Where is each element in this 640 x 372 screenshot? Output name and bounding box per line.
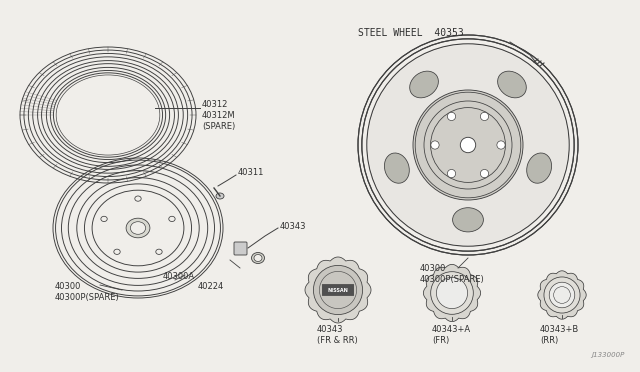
Ellipse shape — [252, 253, 264, 263]
Text: 40343: 40343 — [280, 222, 307, 231]
Text: 40300
40300P(SPARE): 40300 40300P(SPARE) — [55, 282, 120, 302]
Text: 40343
(FR & RR): 40343 (FR & RR) — [317, 325, 358, 345]
Ellipse shape — [452, 208, 483, 232]
Ellipse shape — [254, 254, 262, 262]
Text: 40312
40312M
(SPARE): 40312 40312M (SPARE) — [202, 100, 236, 131]
Ellipse shape — [549, 282, 575, 308]
Ellipse shape — [447, 170, 456, 178]
Text: J133000P: J133000P — [591, 352, 625, 358]
Ellipse shape — [527, 153, 552, 183]
Ellipse shape — [436, 278, 468, 309]
Ellipse shape — [101, 216, 108, 222]
Ellipse shape — [131, 222, 146, 234]
Ellipse shape — [314, 265, 363, 315]
Polygon shape — [538, 271, 586, 319]
Ellipse shape — [431, 272, 474, 314]
Ellipse shape — [460, 137, 476, 153]
Ellipse shape — [135, 196, 141, 201]
Ellipse shape — [481, 112, 488, 121]
Ellipse shape — [385, 153, 410, 183]
Text: 40300A: 40300A — [163, 272, 195, 281]
Ellipse shape — [56, 75, 160, 155]
Ellipse shape — [368, 45, 568, 245]
Polygon shape — [424, 264, 481, 322]
Text: 40311: 40311 — [238, 168, 264, 177]
Text: NISSAN: NISSAN — [328, 288, 348, 292]
Text: 40343+B
(RR): 40343+B (RR) — [540, 325, 579, 345]
Ellipse shape — [126, 218, 150, 238]
Text: STEEL WHEEL  40353: STEEL WHEEL 40353 — [358, 28, 464, 38]
Ellipse shape — [410, 71, 438, 98]
Ellipse shape — [498, 71, 526, 98]
Text: 40300
40300P(SPARE): 40300 40300P(SPARE) — [420, 264, 484, 284]
Ellipse shape — [114, 249, 120, 254]
Text: 40224: 40224 — [198, 282, 224, 291]
Ellipse shape — [544, 277, 580, 313]
Ellipse shape — [431, 141, 439, 149]
Ellipse shape — [497, 141, 505, 149]
Ellipse shape — [216, 193, 224, 199]
Ellipse shape — [169, 216, 175, 222]
Ellipse shape — [481, 170, 488, 178]
Ellipse shape — [413, 90, 523, 200]
Ellipse shape — [156, 249, 162, 254]
Text: 40343+A
(FR): 40343+A (FR) — [432, 325, 471, 345]
Polygon shape — [305, 257, 371, 323]
FancyBboxPatch shape — [323, 285, 354, 295]
FancyBboxPatch shape — [234, 242, 247, 255]
Ellipse shape — [447, 112, 456, 121]
